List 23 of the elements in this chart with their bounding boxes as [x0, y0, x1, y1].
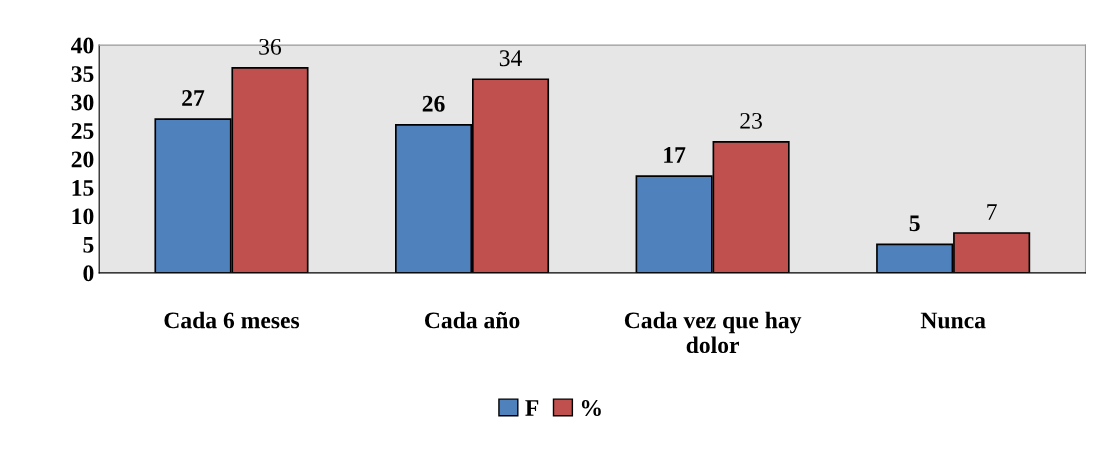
- legend-label: %: [581, 400, 601, 417]
- y-tick-label: 40: [71, 37, 94, 54]
- data-label: 27: [182, 90, 205, 106]
- x-tick-label: Cada vez que hay dolor: [624, 311, 802, 354]
- legend-label: F: [525, 400, 539, 416]
- y-tick-label: 35: [71, 66, 94, 82]
- y-tick-label: 10: [72, 208, 94, 225]
- data-label: 36: [259, 38, 282, 55]
- y-tick-label: 0: [83, 265, 94, 282]
- y-tick-label: 20: [71, 151, 94, 168]
- data-label: 23: [740, 112, 762, 129]
- data-label: 26: [422, 95, 445, 112]
- x-tick-label: Cada 6 meses: [164, 311, 300, 329]
- y-tick-label: 5: [83, 237, 94, 253]
- y-tick-label: 15: [72, 180, 94, 196]
- y-tick-label: 25: [71, 123, 94, 139]
- data-label: 34: [499, 50, 522, 67]
- y-tick-label: 30: [71, 94, 94, 111]
- data-label: 5: [909, 215, 920, 232]
- data-label: 17: [664, 147, 686, 163]
- data-label: 7: [987, 204, 997, 220]
- x-tick-label: Nunca: [920, 312, 986, 329]
- x-tick-label: Cada año: [424, 311, 520, 329]
